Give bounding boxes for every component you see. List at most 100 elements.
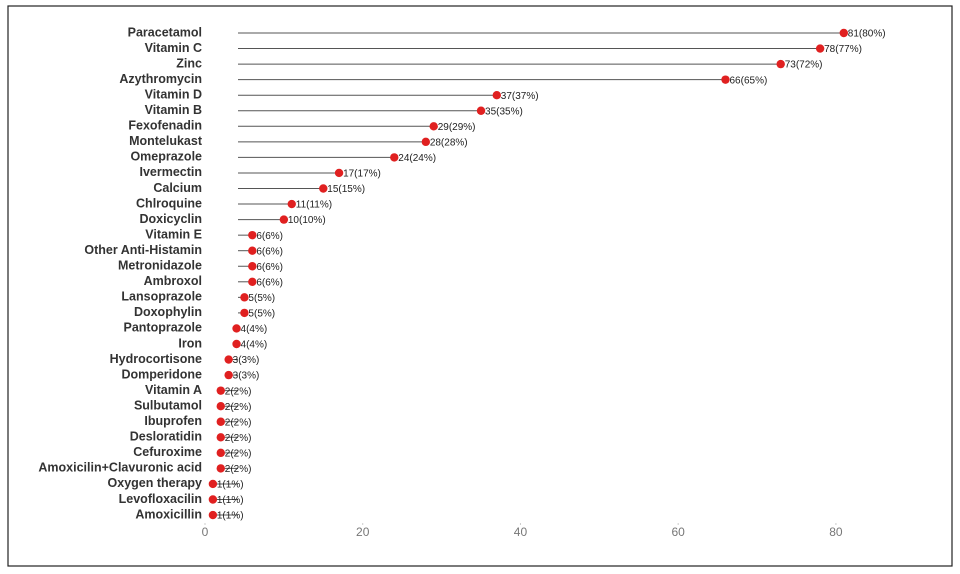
value-label: 11(11%)	[296, 200, 332, 211]
category-label: Azythromycin	[119, 72, 202, 86]
dot	[216, 464, 225, 473]
dot	[224, 370, 233, 380]
dot	[216, 433, 225, 442]
value-label: 2(2%)	[225, 386, 252, 397]
dot	[216, 402, 225, 411]
category-label: Ivermectin	[139, 165, 202, 179]
category-label: Vitamin C	[145, 41, 202, 55]
dot	[776, 59, 785, 69]
category-label: Amoxicillin	[135, 507, 202, 521]
dot	[216, 386, 225, 395]
category-label: Vitamin D	[145, 87, 202, 101]
x-tick-label: 20	[356, 525, 370, 539]
dot	[390, 153, 399, 162]
category-label: Amoxicilin+Clavuronic acid	[38, 461, 202, 475]
dot	[208, 495, 218, 504]
dot	[476, 106, 486, 115]
category-label: Ambroxol	[144, 274, 202, 288]
value-label: 29(29%)	[438, 122, 476, 133]
category-label: Fexofenadin	[128, 119, 202, 133]
x-tick-label: 0	[202, 525, 209, 539]
category-label: Pantoprazole	[124, 321, 203, 335]
category-label: Hydrocortisone	[110, 352, 202, 366]
x-tick-label: 80	[829, 525, 843, 539]
value-label: 1(1%)	[217, 495, 244, 506]
category-label: Levofloxacilin	[119, 492, 202, 506]
value-label: 5(5%)	[248, 293, 275, 304]
value-label: 6(6%)	[256, 262, 283, 273]
value-label: 2(2%)	[225, 402, 252, 413]
dot	[492, 91, 501, 100]
category-label: Ibuprofen	[144, 414, 202, 428]
category-label: Zinc	[176, 56, 202, 70]
value-label: 78(77%)	[824, 44, 862, 55]
category-label: Oxygen therapy	[108, 476, 203, 490]
dot	[287, 199, 296, 209]
category-label: Paracetamol	[128, 25, 202, 39]
category-label: Desloratidin	[130, 430, 202, 444]
value-label: 28(28%)	[430, 137, 468, 148]
dot	[208, 510, 218, 520]
dot	[334, 168, 344, 178]
dot	[248, 277, 257, 286]
value-label: 73(72%)	[785, 60, 823, 71]
value-label: 6(6%)	[256, 277, 283, 288]
value-label: 81(80%)	[848, 29, 886, 40]
category-label: Lansoprazole	[121, 290, 202, 304]
value-label: 2(2%)	[225, 448, 252, 459]
frame	[7, 5, 953, 567]
dot	[248, 230, 257, 240]
category-label: Domperidone	[121, 367, 202, 381]
value-label: 15(15%)	[327, 184, 365, 195]
value-label: 17(17%)	[343, 169, 381, 180]
category-label: Vitamin B	[145, 103, 202, 117]
dot	[232, 324, 241, 333]
dot	[232, 339, 241, 349]
value-label: 3(3%)	[233, 355, 260, 366]
value-label: 6(6%)	[256, 231, 283, 242]
value-label: 66(65%)	[730, 75, 768, 86]
category-label: Montelukast	[129, 134, 203, 148]
value-label: 5(5%)	[248, 309, 275, 320]
category-label: Doxicyclin	[139, 212, 202, 226]
value-label: 1(1%)	[217, 511, 244, 522]
category-label: Vitamin E	[145, 227, 202, 241]
dot	[839, 28, 848, 38]
category-label: Vitamin A	[145, 383, 202, 397]
dot	[721, 75, 730, 84]
category-label: Cefuroxime	[133, 445, 202, 459]
dot	[248, 246, 257, 255]
value-label: 2(2%)	[225, 464, 252, 475]
value-label: 2(2%)	[225, 433, 252, 444]
dot	[421, 137, 431, 147]
dot	[429, 122, 438, 131]
dot	[208, 479, 218, 489]
dot	[240, 308, 249, 318]
dot	[216, 417, 225, 426]
category-label: Doxophylin	[134, 305, 202, 319]
x-tick-label: 60	[672, 525, 686, 539]
value-label: 37(37%)	[501, 91, 539, 102]
value-label: 4(4%)	[241, 340, 268, 351]
dot	[216, 448, 225, 458]
value-label: 24(24%)	[398, 153, 436, 164]
dot	[240, 293, 249, 302]
category-label: Sulbutamol	[134, 398, 202, 412]
value-label: 6(6%)	[256, 246, 283, 257]
dot	[248, 262, 257, 271]
x-tick-label: 40	[514, 525, 528, 539]
value-label: 10(10%)	[288, 215, 326, 226]
category-label: Calcium	[153, 181, 202, 195]
value-label: 3(3%)	[233, 371, 260, 382]
dot	[279, 215, 289, 224]
dot	[224, 355, 233, 364]
category-label: Other Anti-Histamin	[84, 243, 202, 257]
value-label: 4(4%)	[241, 324, 268, 335]
value-label: 35(35%)	[485, 106, 523, 117]
category-label: Iron	[178, 336, 202, 350]
value-label: 2(2%)	[225, 417, 252, 428]
dot	[319, 184, 328, 193]
category-label: Chlroquine	[136, 196, 202, 210]
